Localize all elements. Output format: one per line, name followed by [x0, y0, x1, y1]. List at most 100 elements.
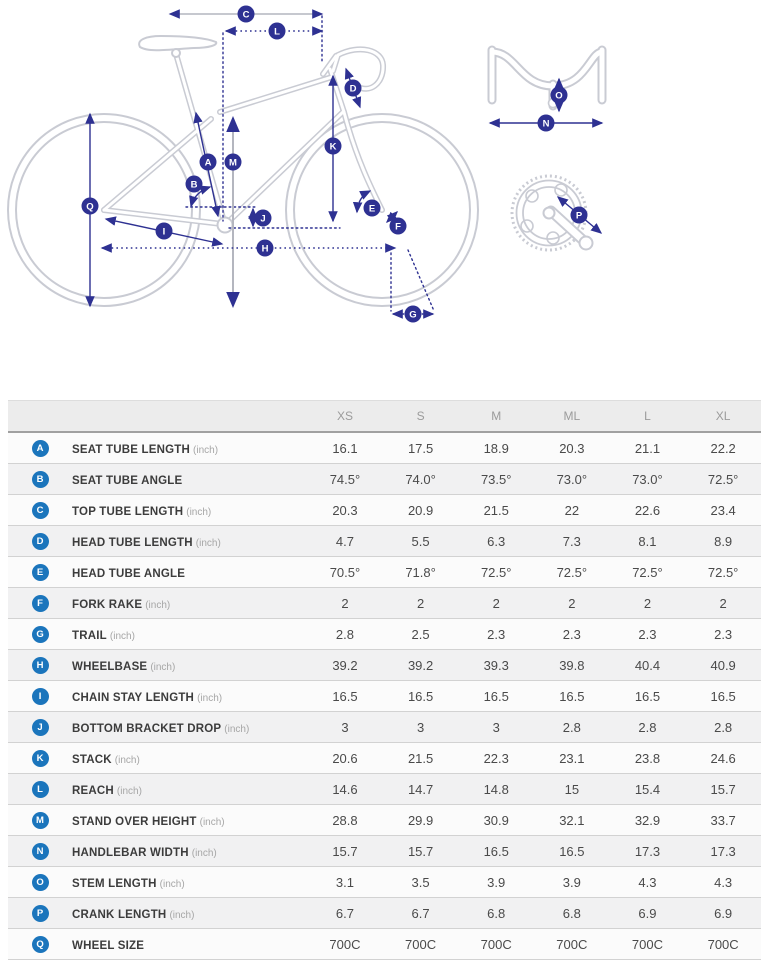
geometry-value: 21.5 — [458, 494, 535, 526]
row-letter-badge: F — [31, 595, 49, 613]
geometry-value: 40.9 — [685, 649, 761, 681]
table-row-f: F FORK RAKE (inch) 2 2 2 2 2 2 — [8, 587, 761, 619]
geometry-value: 23.8 — [609, 742, 686, 774]
geometry-value: 14.7 — [382, 773, 459, 805]
geometry-value: 2.3 — [685, 618, 761, 650]
row-label: WHEEL SIZE — [72, 939, 145, 952]
geometry-value: 2.8 — [609, 711, 686, 743]
geometry-value: 4.3 — [685, 866, 761, 898]
geometry-value: 20.3 — [534, 432, 610, 464]
diagram-marker-n: N — [537, 114, 555, 132]
diagram-marker-h: H — [256, 239, 274, 257]
row-label-cell: WHEELBASE (inch) — [72, 649, 308, 681]
row-label-cell: BOTTOM BRACKET DROP (inch) — [72, 711, 308, 743]
row-badge-cell: I — [8, 680, 73, 712]
geometry-value: 22.2 — [685, 432, 761, 464]
front-wheel — [285, 113, 479, 307]
row-label: STEM LENGTH — [72, 877, 157, 890]
row-letter-badge: E — [31, 564, 49, 582]
row-label-cell: STACK (inch) — [72, 742, 308, 774]
row-letter-badge: I — [31, 688, 49, 706]
geometry-value: 4.7 — [307, 525, 383, 557]
row-label: BOTTOM BRACKET DROP — [72, 722, 222, 735]
geometry-value: 18.9 — [458, 432, 535, 464]
svg-text:D: D — [350, 83, 357, 94]
row-letter-badge: D — [31, 533, 49, 551]
geometry-value: 16.5 — [382, 680, 459, 712]
row-letter-badge: G — [31, 626, 49, 644]
seat-clamp — [171, 48, 181, 58]
size-column-header-xl: XL — [685, 400, 761, 433]
geometry-value: 16.5 — [534, 835, 610, 867]
size-column-header-xs: XS — [307, 400, 383, 433]
geometry-value: 39.2 — [307, 649, 383, 681]
diagram-marker-f: F — [389, 217, 407, 235]
svg-text:P: P — [576, 210, 583, 221]
measure-seat-angle — [189, 185, 212, 208]
table-row-p: P CRANK LENGTH (inch) 6.7 6.7 6.8 6.8 6.9 6.9 — [8, 897, 761, 929]
table-row-g: G TRAIL (inch) 2.8 2.5 2.3 2.3 2.3 2.3 — [8, 618, 761, 650]
pedal-boss — [578, 235, 594, 251]
geometry-value: 2 — [382, 587, 459, 619]
row-label-cell: SEAT TUBE ANGLE — [72, 463, 308, 495]
geometry-value: 2 — [307, 587, 383, 619]
geometry-value: 6.8 — [458, 897, 535, 929]
row-letter-badge: K — [31, 750, 49, 768]
diagram-marker-i: I — [155, 222, 173, 240]
row-label-cell: TOP TUBE LENGTH (inch) — [72, 494, 308, 526]
geometry-value: 32.1 — [534, 804, 610, 836]
diagram-marker-m: M — [224, 153, 242, 171]
row-unit: (inch) — [159, 878, 185, 890]
row-unit: (inch) — [197, 692, 223, 704]
geometry-value: 3 — [382, 711, 459, 743]
row-unit: (inch) — [224, 723, 250, 735]
table-row-b: B SEAT TUBE ANGLE 74.5° 74.0° 73.5° 73.0° 73.0… — [8, 463, 761, 495]
geometry-value: 70.5° — [307, 556, 383, 588]
row-badge-cell: K — [8, 742, 73, 774]
geometry-value: 22 — [534, 494, 610, 526]
row-label-cell: CRANK LENGTH (inch) — [72, 897, 308, 929]
table-row-e: E HEAD TUBE ANGLE 70.5° 71.8° 72.5° 72.5° 72.5… — [8, 556, 761, 588]
diagram-marker-g: G — [404, 305, 422, 323]
geometry-value: 7.3 — [534, 525, 610, 557]
geometry-value: 15.7 — [685, 773, 761, 805]
svg-text:K: K — [330, 141, 337, 152]
geometry-value: 17.5 — [382, 432, 459, 464]
row-label: SEAT TUBE ANGLE — [72, 474, 183, 487]
diagram-marker-c: C — [237, 5, 255, 23]
row-badge-cell: M — [8, 804, 73, 836]
geometry-value: 16.5 — [307, 680, 383, 712]
table-row-n: N HANDLEBAR WIDTH (inch) 15.7 15.7 16.5 16.5 17… — [8, 835, 761, 867]
row-label: WHEELBASE — [72, 660, 148, 673]
row-label-cell: STEM LENGTH (inch) — [72, 866, 308, 898]
size-column-header-l: L — [609, 400, 686, 433]
diagram-marker-e: E — [363, 199, 381, 217]
row-label: HEAD TUBE ANGLE — [72, 567, 186, 580]
row-letter-badge: N — [31, 843, 49, 861]
diagram-marker-k: K — [324, 137, 342, 155]
geometry-value: 700C — [458, 928, 535, 960]
geometry-value: 16.5 — [534, 680, 610, 712]
svg-text:J: J — [260, 213, 265, 224]
row-badge-cell: H — [8, 649, 73, 681]
header-spacer — [72, 400, 308, 433]
row-badge-cell: Q — [8, 928, 73, 960]
svg-text:E: E — [369, 203, 375, 214]
row-label-cell: FORK RAKE (inch) — [72, 587, 308, 619]
svg-text:G: G — [409, 309, 416, 320]
row-label-cell: CHAIN STAY LENGTH (inch) — [72, 680, 308, 712]
size-column-header-s: S — [382, 400, 459, 433]
row-letter-badge: O — [31, 874, 49, 892]
geometry-value: 17.3 — [609, 835, 686, 867]
measure-fork-rake — [386, 211, 398, 223]
geometry-value: 700C — [534, 928, 610, 960]
geometry-value: 71.8° — [382, 556, 459, 588]
geometry-value: 6.7 — [382, 897, 459, 929]
geometry-value: 4.3 — [609, 866, 686, 898]
geometry-value: 16.5 — [458, 835, 535, 867]
geometry-value: 6.9 — [609, 897, 686, 929]
geometry-value: 2.8 — [685, 711, 761, 743]
geometry-value: 24.6 — [685, 742, 761, 774]
row-badge-cell: L — [8, 773, 73, 805]
row-letter-badge: A — [31, 440, 49, 458]
